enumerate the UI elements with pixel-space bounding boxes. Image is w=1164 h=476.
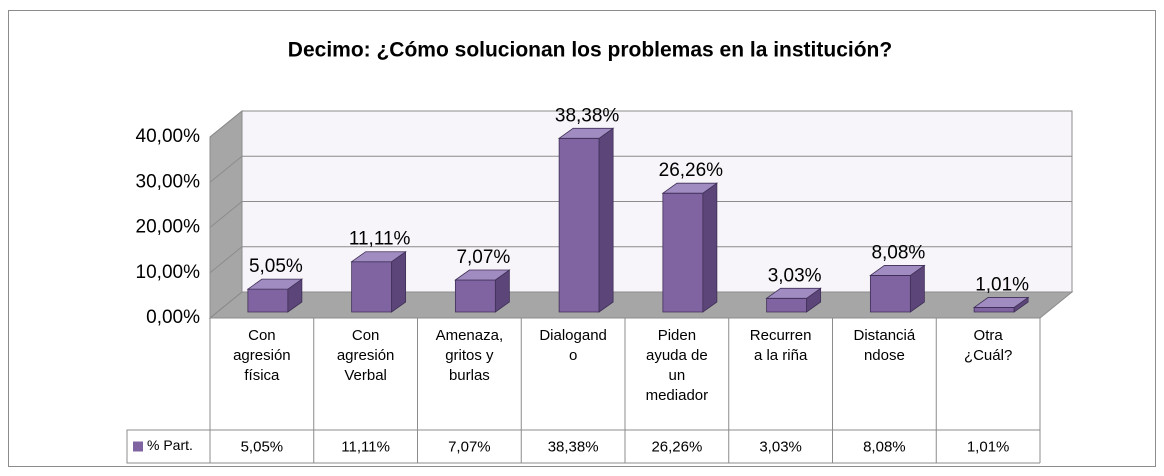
value-label: 7,07% <box>456 247 510 268</box>
bar-front <box>351 261 393 313</box>
bar-front <box>558 137 600 313</box>
bar <box>246 278 304 313</box>
bar <box>350 250 407 313</box>
bar-top <box>765 287 822 299</box>
y-tick-label: 10,00% <box>136 262 201 283</box>
bar-top <box>972 297 1030 308</box>
bar-front <box>247 288 289 313</box>
bar <box>557 127 615 313</box>
y-tick-label: 40,00% <box>136 126 201 147</box>
x-tick-label: Con agresión física <box>233 327 291 384</box>
x-tick-label: Otra ¿Cuál? <box>963 327 1013 364</box>
bar <box>454 269 511 313</box>
value-label: 3,03% <box>768 265 822 286</box>
table-value: 1,01% <box>967 438 1010 455</box>
table-value: 38,38% <box>548 438 599 455</box>
x-tick-label: Distanciá ndose <box>853 327 916 364</box>
grid-line <box>209 246 1072 274</box>
bar-top <box>661 182 719 194</box>
bar-top <box>246 278 304 290</box>
grid-line <box>209 201 1072 228</box>
value-label: 11,11% <box>349 229 411 250</box>
legend-swatch <box>133 441 143 452</box>
x-tick-label: Con agresión Verbal <box>336 327 395 384</box>
table-value: 8,08% <box>863 438 906 455</box>
bar-front <box>454 279 496 313</box>
floor <box>208 291 1074 319</box>
bar <box>972 296 1030 313</box>
bar-front <box>766 297 808 313</box>
grid-line <box>209 155 1072 183</box>
value-label: 5,05% <box>249 256 303 277</box>
chart-title: Decimo: ¿Cómo solucionan los problemas e… <box>288 39 892 62</box>
bar-top <box>350 251 407 263</box>
x-tick-label: Recurren a la riña <box>749 327 812 364</box>
y-tick-label: 0,00% <box>146 307 200 328</box>
table-value: 3,03% <box>759 438 802 455</box>
x-tick-label: Dialogand o <box>539 327 607 364</box>
bar-side <box>391 250 407 313</box>
legend-label: % Part. <box>147 437 193 453</box>
x-tick-label: Piden ayuda de un mediador <box>645 327 709 404</box>
bar <box>661 182 719 313</box>
grid-line <box>209 110 1072 138</box>
value-label: 8,08% <box>871 242 925 263</box>
y-tick-label: 30,00% <box>136 171 201 192</box>
value-label: 38,38% <box>555 105 620 126</box>
bar-side <box>598 127 614 313</box>
bar-side <box>702 182 718 313</box>
table-value: 26,26% <box>651 438 702 455</box>
table-value: 11,11% <box>341 438 390 455</box>
bar-top <box>869 265 926 276</box>
bar <box>869 264 926 313</box>
value-label: 26,26% <box>659 160 724 181</box>
table-value: 7,07% <box>448 438 491 455</box>
bar-front <box>973 307 1015 313</box>
bar-front <box>869 275 911 313</box>
y-tick-label: 20,00% <box>136 217 201 238</box>
bar-top <box>454 269 511 281</box>
bar-front <box>662 192 704 313</box>
table-value: 5,05% <box>241 438 284 455</box>
x-tick-label: Amenaza, gritos y burlas <box>435 327 504 384</box>
bar <box>765 287 822 313</box>
value-label: 1,01% <box>975 274 1029 295</box>
bar-top <box>557 127 615 139</box>
